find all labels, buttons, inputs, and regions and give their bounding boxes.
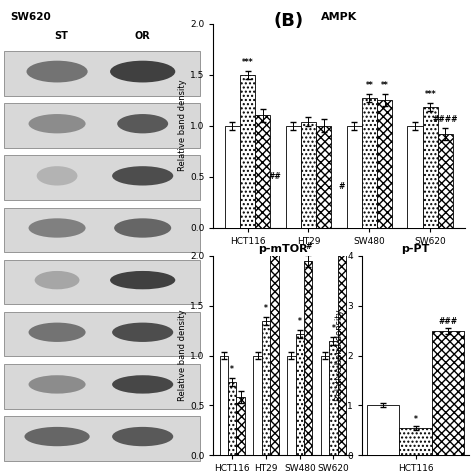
Bar [237, 397, 245, 455]
Text: **: ** [381, 81, 389, 90]
Text: ###: ### [438, 317, 458, 326]
FancyBboxPatch shape [4, 208, 200, 252]
Ellipse shape [112, 166, 173, 185]
Bar [262, 321, 270, 455]
Bar [301, 121, 316, 228]
FancyBboxPatch shape [4, 51, 200, 96]
Title: p-PT: p-PT [401, 244, 430, 254]
Bar [377, 100, 392, 228]
FancyBboxPatch shape [4, 260, 200, 304]
Text: *: * [414, 415, 418, 424]
Bar [438, 134, 453, 228]
Text: *: * [264, 304, 268, 313]
Bar [321, 356, 329, 455]
Bar [255, 116, 270, 228]
Ellipse shape [25, 427, 90, 446]
Bar [316, 126, 331, 228]
Bar [240, 75, 255, 228]
Bar [408, 126, 423, 228]
FancyBboxPatch shape [4, 103, 200, 148]
Ellipse shape [28, 375, 86, 393]
Text: #: # [339, 182, 345, 191]
Text: *: * [298, 317, 301, 326]
FancyBboxPatch shape [4, 312, 200, 356]
Text: ##: ## [268, 173, 281, 182]
Bar [399, 428, 432, 455]
Text: *: * [230, 365, 234, 374]
Text: ***: *** [242, 57, 254, 66]
Bar [287, 356, 295, 455]
Ellipse shape [114, 219, 171, 237]
Text: OR: OR [135, 31, 151, 41]
Text: ####: #### [433, 115, 458, 124]
Text: #: # [305, 242, 311, 251]
FancyBboxPatch shape [4, 364, 200, 409]
Ellipse shape [36, 166, 77, 185]
Bar [228, 383, 237, 455]
Text: **: ** [365, 81, 373, 90]
Ellipse shape [110, 61, 175, 82]
Bar [304, 261, 312, 455]
Ellipse shape [117, 114, 168, 133]
Ellipse shape [110, 271, 175, 289]
Ellipse shape [28, 323, 86, 342]
Ellipse shape [35, 271, 80, 289]
Ellipse shape [28, 114, 86, 133]
Text: SW620: SW620 [10, 12, 51, 22]
Ellipse shape [112, 323, 173, 342]
Bar [329, 341, 337, 455]
Y-axis label: Relative band density: Relative band density [178, 310, 187, 401]
Bar [219, 356, 228, 455]
Title: AMPK: AMPK [321, 11, 357, 21]
Title: p-mTOR: p-mTOR [258, 244, 308, 254]
Bar [346, 126, 362, 228]
Bar [362, 98, 377, 228]
Bar [270, 191, 279, 455]
Ellipse shape [27, 61, 88, 82]
Bar [286, 126, 301, 228]
Text: ***: *** [424, 90, 436, 99]
Bar [337, 201, 346, 455]
FancyBboxPatch shape [4, 416, 200, 461]
Y-axis label: Relative band density: Relative band density [336, 310, 345, 401]
Bar [225, 126, 240, 228]
Bar [254, 356, 262, 455]
Ellipse shape [28, 219, 86, 237]
Text: ST: ST [54, 31, 68, 41]
Y-axis label: Relative band density: Relative band density [178, 80, 187, 172]
Bar [295, 334, 304, 455]
Bar [432, 331, 465, 455]
Bar [423, 107, 438, 228]
FancyBboxPatch shape [4, 155, 200, 200]
Text: *: * [331, 324, 336, 333]
Ellipse shape [112, 427, 173, 446]
Text: (B): (B) [273, 12, 303, 30]
Bar [367, 405, 399, 455]
Ellipse shape [112, 375, 173, 393]
